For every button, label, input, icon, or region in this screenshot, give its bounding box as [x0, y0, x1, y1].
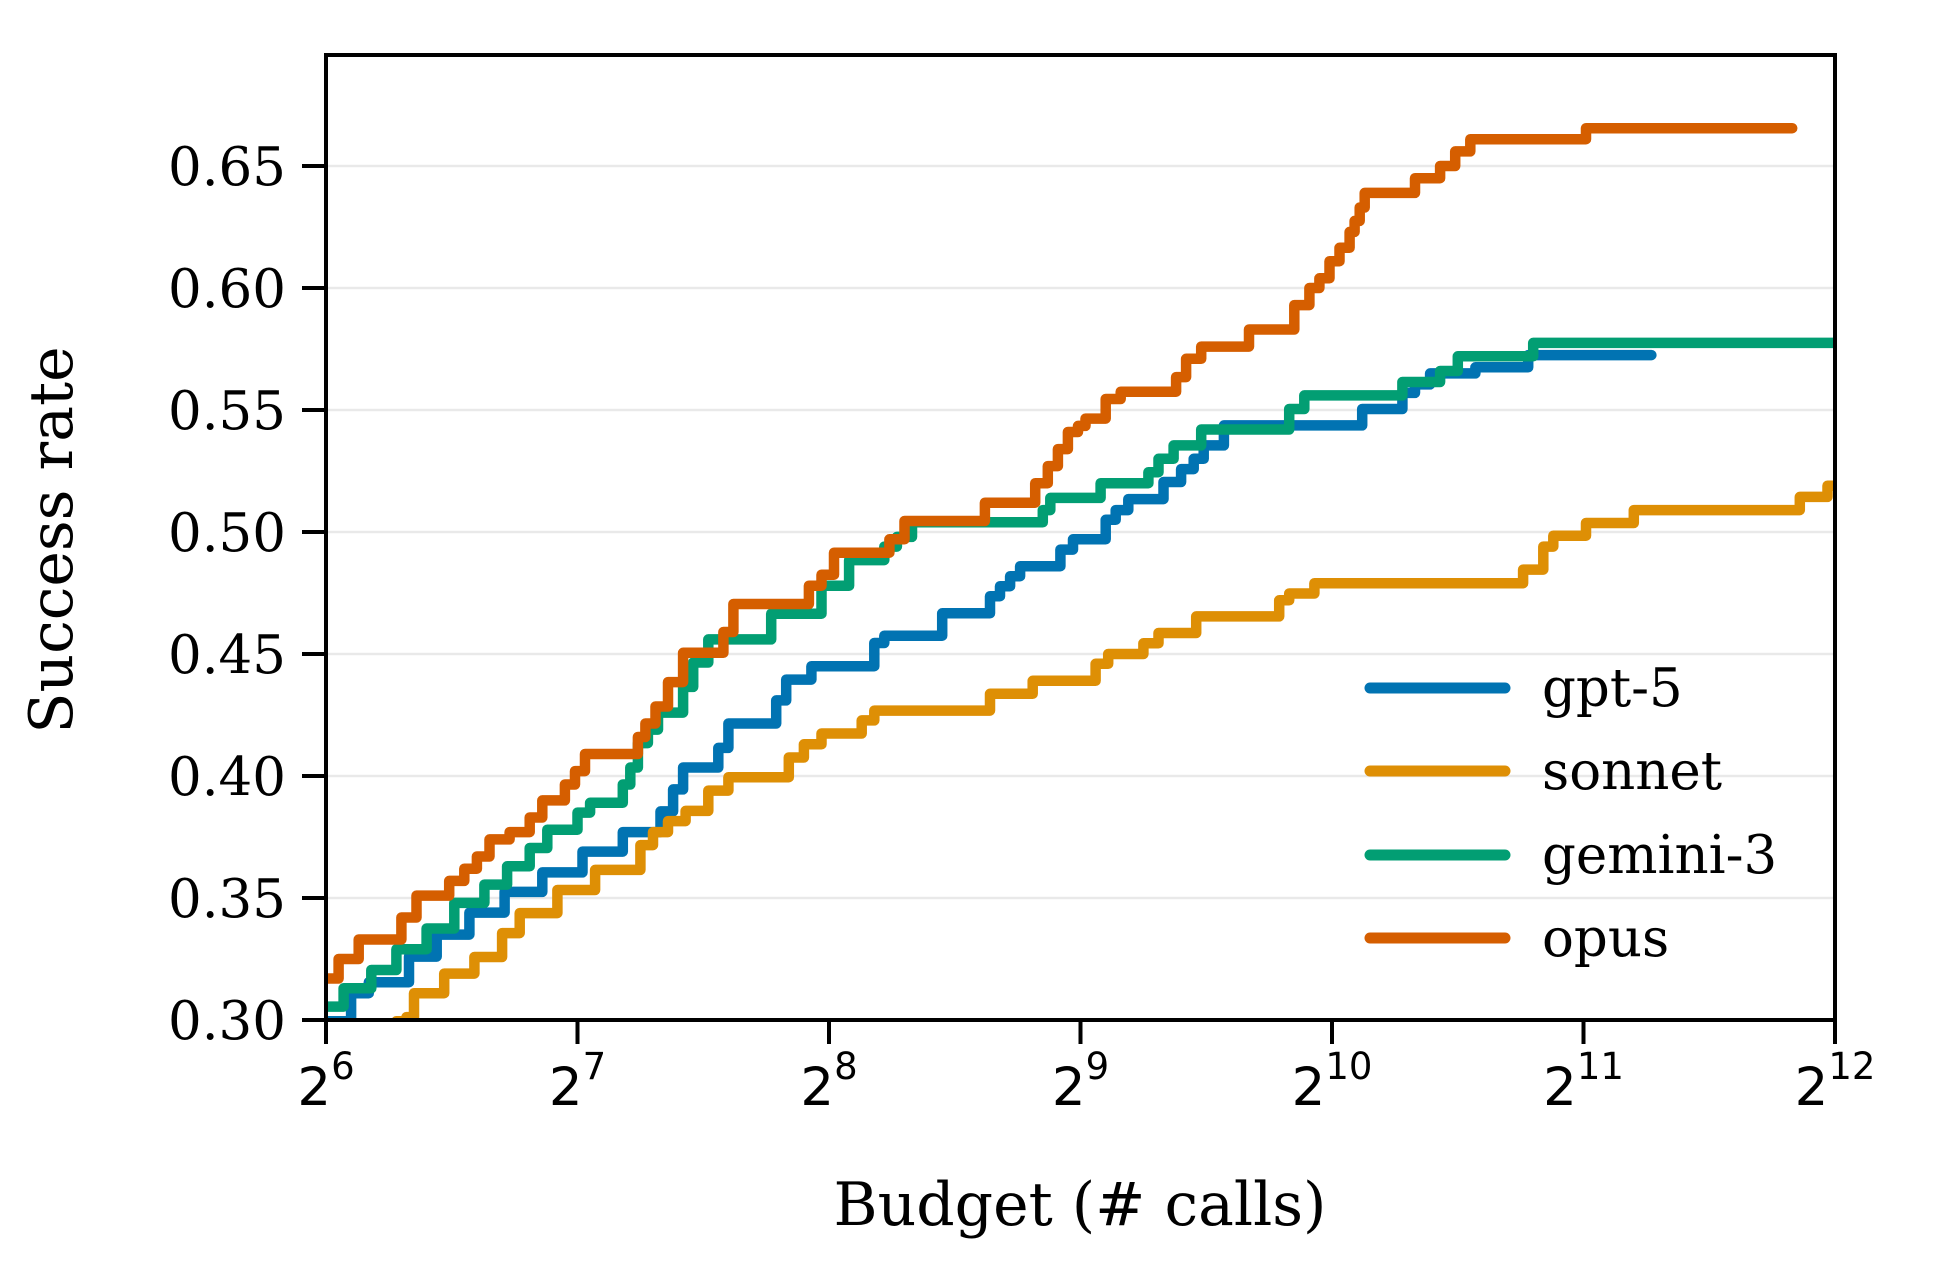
- y-tick-label-0.65: 0.65: [168, 137, 286, 198]
- series-line-opus: [326, 122, 1798, 984]
- y-tick-label-0.50: 0.50: [168, 503, 286, 564]
- x-axis-title: Budget (# calls): [834, 1170, 1327, 1240]
- plot-border: [324, 53, 1837, 1022]
- y-axis-title: Success rate: [17, 346, 87, 733]
- x-tick-label-2^12: 212: [1795, 1045, 1876, 1118]
- x-tick-label-2^10: 210: [1292, 1045, 1373, 1118]
- x-tick-label-2^9: 29: [1052, 1045, 1109, 1118]
- series-line-gemini-3: [326, 337, 1835, 1012]
- y-tick-label-0.55: 0.55: [168, 381, 286, 442]
- y-tick-label-0.35: 0.35: [168, 869, 286, 930]
- x-tick-label-2^7: 27: [549, 1045, 606, 1118]
- x-tick-label-2^6: 26: [297, 1045, 354, 1118]
- y-axis-ticks: 0.30 0.35 0.40 0.45 0.50 0.55 0.60 0.65: [168, 137, 324, 1052]
- y-tick-label-0.45: 0.45: [168, 625, 286, 686]
- x-axis-ticks: 26 27 28 29 210 211 212: [297, 1022, 1875, 1118]
- y-tick-label-0.30: 0.30: [168, 991, 286, 1052]
- x-tick-label-2^11: 211: [1543, 1045, 1624, 1118]
- legend-label-opus: opus: [1542, 908, 1669, 969]
- legend-label-gpt-5: gpt-5: [1542, 658, 1683, 719]
- series-line-gpt-5: [326, 349, 1657, 1020]
- legend: gpt-5 sonnet gemini-3 opus: [1364, 658, 1777, 969]
- legend-label-sonnet: sonnet: [1542, 741, 1722, 802]
- series-lines: [326, 122, 1835, 1020]
- y-tick-label-0.60: 0.60: [168, 259, 286, 320]
- x-tick-label-2^8: 28: [800, 1045, 857, 1118]
- legend-label-gemini-3: gemini-3: [1542, 825, 1777, 886]
- y-tick-label-0.40: 0.40: [168, 747, 286, 808]
- series-line-sonnet: [391, 480, 1835, 1020]
